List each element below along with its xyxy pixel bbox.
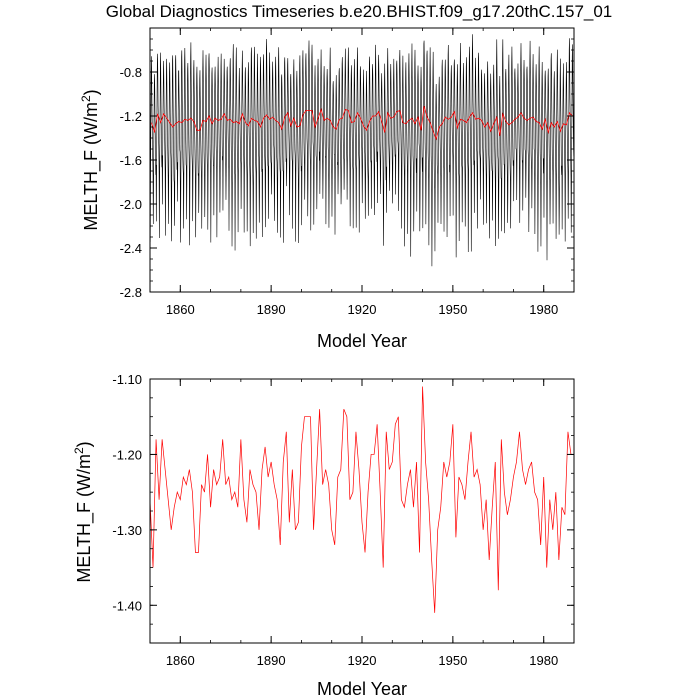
y-tick-label: -1.40 [112,598,142,613]
bottom-y-axis-label-main: MELTH_F (W/m [74,454,95,583]
x-tick-label: 1980 [529,302,558,317]
x-tick-label: 1890 [257,653,286,668]
top-panel: -2.8 -2.4 -2.0 -1.6 -1.2 -0.8 1860 1890 1920 1950… [79,27,575,351]
bottom-plot-frame [149,378,575,644]
bottom-x-axis-label: Model Year [317,679,407,699]
y-tick-label: -1.10 [112,372,142,387]
y-tick-label: -2.4 [120,241,142,256]
y-tick-label: -1.6 [120,153,142,168]
y-tick-label: -0.8 [120,65,142,80]
bottom-y-axis-label: MELTH_F (W/m2) [72,441,95,582]
annual-series-line [149,386,572,613]
bottom-panel: -1.40 -1.30 -1.20 -1.10 1860 1890 1920 1950 1980… [72,372,575,699]
top-y-axis-label: MELTH_F (W/m2) [79,89,102,230]
y-tick-label: -2.0 [120,197,142,212]
x-tick-label: 1860 [166,653,195,668]
x-tick-label: 1920 [348,653,377,668]
top-y-axis-label-main: MELTH_F (W/m [81,102,102,231]
annual-mean-line [151,105,573,141]
x-tick-label: 1890 [257,302,286,317]
y-tick-label: -2.8 [120,285,142,300]
top-y-axis-label-close: ) [81,89,101,95]
x-tick-label: 1950 [438,653,467,668]
monthly-series-line [149,34,575,267]
y-tick-label: -1.2 [120,109,142,124]
top-axes: -2.8 -2.4 -2.0 -1.6 -1.2 -0.8 1860 1890 1920 1950… [120,27,575,317]
bottom-y-axis-label-close: ) [74,441,94,447]
y-tick-label: -1.20 [112,447,142,462]
x-tick-label: 1950 [438,302,467,317]
x-tick-label: 1920 [348,302,377,317]
figure-title: Global Diagnostics Timeseries b.e20.BHIS… [106,2,613,21]
top-x-axis-label: Model Year [317,331,407,351]
y-tick-label: -1.30 [112,523,142,538]
bottom-series [149,386,572,613]
top-series [149,34,575,267]
bottom-axes: -1.40 -1.30 -1.20 -1.10 1860 1890 1920 1950 1980 [112,372,575,668]
x-tick-label: 1860 [166,302,195,317]
bottom-y-axis-label-sup: 2 [72,447,86,454]
top-y-axis-label-sup: 2 [79,95,93,102]
x-tick-label: 1980 [529,653,558,668]
